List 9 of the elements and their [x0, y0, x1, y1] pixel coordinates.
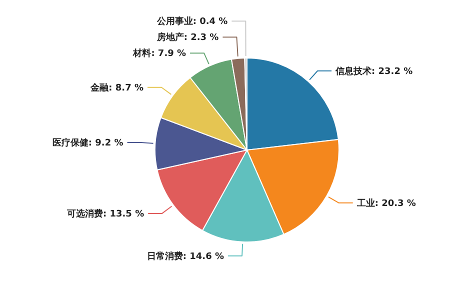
slice-label: 工业: 20.3 %	[356, 198, 416, 209]
slice-label: 日常消费: 14.6 %	[146, 250, 224, 262]
slice-label: 金融: 8.7 %	[90, 82, 144, 94]
slice-label: 材料: 7.9 %	[132, 48, 186, 60]
slice-label: 信息技术: 23.2 %	[334, 66, 413, 77]
slice-label: 房地产: 2.3 %	[156, 32, 219, 44]
slice-label: 医疗保健: 9.2 %	[52, 138, 124, 149]
slice-label: 可选消费: 13.5 %	[66, 208, 144, 220]
slice-label: 公用事业: 0.4 %	[156, 16, 228, 28]
